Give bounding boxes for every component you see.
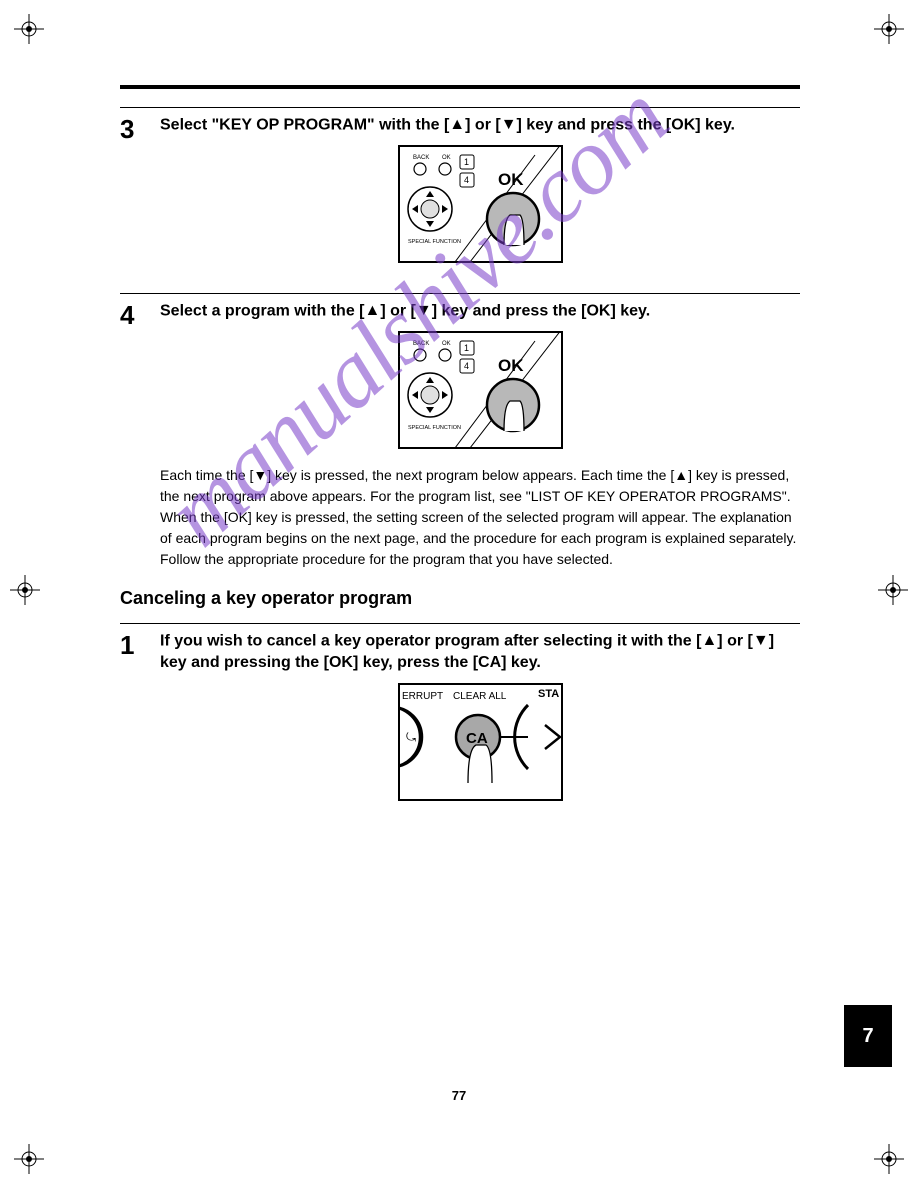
page-content: 3 Select "KEY OP PROGRAM" with the [▲] o… (120, 85, 800, 831)
step-number: 3 (120, 114, 160, 142)
start-glyph (545, 725, 560, 749)
nav-center (421, 386, 439, 404)
page-number: 77 (452, 1088, 466, 1103)
nav-left-icon (412, 205, 418, 213)
step-title-part: If you wish to cancel a key operator pro… (160, 632, 701, 649)
label-ok: OK (442, 341, 451, 347)
label-clear-all: CLEAR ALL (453, 691, 507, 702)
triangle-up-icon: ▲ (701, 630, 717, 652)
nav-center (421, 200, 439, 218)
clear-all-panel-diagram: ERRUPT CLEAR ALL STA ⤿ CA (398, 683, 563, 801)
chapter-tab: 7 (844, 1005, 892, 1067)
step-title: Select "KEY OP PROGRAM" with the [▲] or … (160, 114, 800, 137)
keypad-1-label: 1 (464, 157, 469, 167)
control-panel-diagram: BACK OK SPECIAL FUNCTION 1 (398, 145, 563, 263)
finger-icon (468, 745, 492, 783)
keypad-1-label: 1 (464, 343, 469, 353)
step-body: Select "KEY OP PROGRAM" with the [▲] or … (160, 114, 800, 279)
nav-down-icon (426, 221, 434, 227)
label-interrupt: ERRUPT (402, 691, 443, 702)
back-button (414, 349, 426, 361)
registration-mark-icon (874, 1144, 904, 1174)
nav-left-icon (412, 391, 418, 399)
ok-small-button (439, 349, 451, 361)
step-title-part: ] or [ (380, 302, 416, 319)
label-back: BACK (413, 341, 429, 347)
triangle-up-icon: ▲ (364, 300, 380, 322)
nav-down-icon (426, 407, 434, 413)
label-ok-big: OK (498, 170, 524, 189)
step-4: 4 Select a program with the [▲] or [▼] k… (120, 293, 800, 570)
cancel-heading: Canceling a key operator program (120, 588, 800, 609)
label-ok-big: OK (498, 356, 524, 375)
cancel-step-1: 1 If you wish to cancel a key operator p… (120, 623, 800, 817)
registration-mark-icon (878, 575, 908, 605)
label-ok: OK (442, 155, 451, 161)
finger-icon (504, 215, 524, 245)
panel-illustration: ERRUPT CLEAR ALL STA ⤿ CA (160, 683, 800, 807)
interrupt-glyph: ⤿ (406, 730, 416, 744)
finger-icon (504, 401, 524, 431)
step-title-part: ] or [ (465, 116, 501, 133)
step-number: 4 (120, 300, 160, 328)
step-title-part: Select a program with the [ (160, 302, 364, 319)
step-body: If you wish to cancel a key operator pro… (160, 630, 800, 817)
step-title: If you wish to cancel a key operator pro… (160, 630, 800, 675)
step-title-part: ] key and press the [OK] key. (432, 302, 650, 319)
step-number: 1 (120, 630, 160, 658)
keypad-4-label: 4 (464, 175, 469, 185)
keypad-4-label: 4 (464, 361, 469, 371)
label-special: SPECIAL FUNCTION (408, 425, 461, 431)
label-back: BACK (413, 155, 429, 161)
panel-illustration: BACK OK SPECIAL FUNCTION 1 (160, 145, 800, 269)
step-title-part: ] key and press the [OK] key. (517, 116, 735, 133)
registration-mark-icon (874, 14, 904, 44)
nav-up-icon (426, 191, 434, 197)
step-title-part: ] or [ (717, 632, 753, 649)
label-special: SPECIAL FUNCTION (408, 239, 461, 245)
triangle-down-icon: ▼ (416, 300, 432, 322)
step-body: Select a program with the [▲] or [▼] key… (160, 300, 800, 570)
nav-up-icon (426, 377, 434, 383)
triangle-down-icon: ▼ (501, 114, 517, 136)
nav-right-icon (442, 391, 448, 399)
ok-small-button (439, 163, 451, 175)
step-title-part: Select "KEY OP PROGRAM" with the [ (160, 116, 449, 133)
label-sta: STA (538, 688, 559, 700)
step-extra-text: Each time the [▼] key is pressed, the ne… (160, 465, 800, 570)
registration-mark-icon (14, 14, 44, 44)
back-button (414, 163, 426, 175)
triangle-down-icon: ▼ (753, 630, 769, 652)
panel-illustration: BACK OK SPECIAL FUNCTION 1 (160, 331, 800, 455)
registration-mark-icon (14, 1144, 44, 1174)
step-title: Select a program with the [▲] or [▼] key… (160, 300, 800, 323)
step-3: 3 Select "KEY OP PROGRAM" with the [▲] o… (120, 107, 800, 279)
control-panel-diagram: BACK OK SPECIAL FUNCTION 1 (398, 331, 563, 449)
top-rule (120, 85, 800, 89)
triangle-up-icon: ▲ (449, 114, 465, 136)
nav-right-icon (442, 205, 448, 213)
registration-mark-icon (10, 575, 40, 605)
